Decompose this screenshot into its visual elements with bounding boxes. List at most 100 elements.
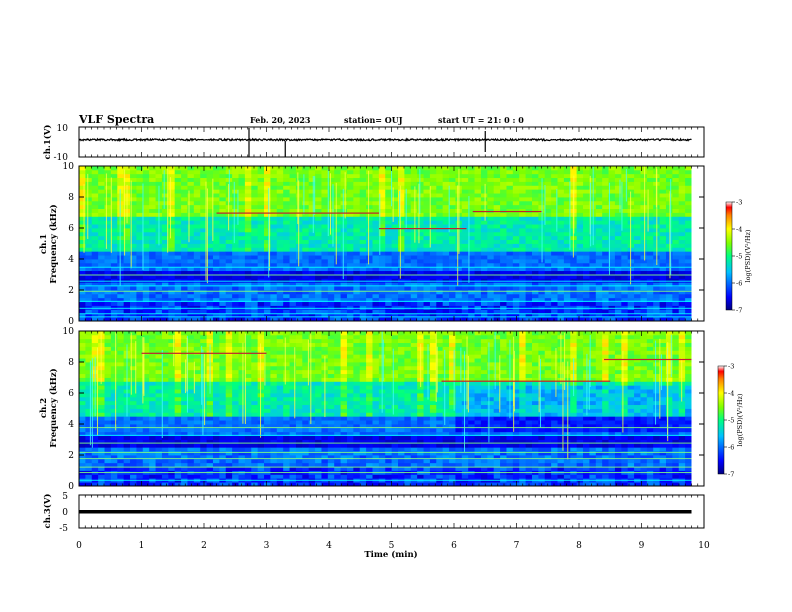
spec-cell — [212, 200, 220, 206]
spec-cell — [289, 286, 297, 291]
spec-cell — [449, 270, 456, 275]
spec-cell — [372, 301, 380, 306]
spec-cell — [161, 228, 169, 233]
spec-cell — [225, 228, 233, 233]
spec-cell — [621, 185, 629, 190]
spec-cell — [136, 270, 144, 275]
spec-cell — [270, 243, 278, 248]
spec-cell — [264, 251, 271, 256]
spec-cell — [168, 412, 176, 417]
spec-cell — [455, 317, 463, 322]
spec-cell — [595, 173, 603, 179]
spec-cell — [85, 350, 93, 355]
spec-cell — [257, 274, 265, 279]
spec-cell — [289, 239, 297, 244]
spec-cell — [232, 451, 239, 456]
spec-cell — [474, 282, 482, 287]
spec-cell — [238, 197, 246, 202]
spec-cell — [315, 286, 322, 291]
spec-cell — [117, 282, 125, 287]
spec-cell — [512, 270, 520, 275]
spec-cell — [608, 274, 616, 279]
spec-cell — [206, 193, 214, 198]
spec-cell — [461, 274, 469, 279]
spec-cell — [161, 278, 169, 283]
spec-cell — [85, 482, 93, 487]
spec-cell — [187, 451, 195, 456]
spec-cell — [640, 228, 648, 233]
spec-cell — [500, 313, 507, 318]
spec-cell — [544, 313, 552, 318]
spec-cell — [334, 278, 341, 283]
spec-cell — [168, 455, 176, 460]
spec-cell — [174, 431, 182, 437]
spec-cell — [85, 435, 93, 440]
spec-cell — [627, 309, 635, 314]
spec-cell — [104, 334, 112, 340]
spec-cell — [219, 293, 227, 299]
spec-cell — [480, 193, 488, 198]
spec-cell — [251, 305, 259, 310]
spec-cell — [206, 286, 214, 291]
spec-cell — [225, 393, 233, 398]
spec-cell — [551, 239, 558, 244]
spec-cell — [327, 177, 335, 182]
spec-cell — [404, 297, 412, 303]
spec-cell — [91, 301, 99, 306]
spec-cell — [142, 239, 150, 244]
spec-cell — [79, 228, 86, 233]
spec-cell — [404, 220, 412, 225]
spec-cell — [340, 251, 348, 256]
spec-cell — [91, 350, 99, 355]
spec-cell — [404, 282, 412, 287]
spec-cell — [512, 266, 520, 272]
spec-cell — [161, 346, 169, 351]
spec-cell — [193, 369, 201, 375]
spec-cell — [359, 309, 367, 314]
spec-cell — [576, 247, 584, 252]
spec-cell — [136, 301, 144, 306]
spec-cell — [232, 462, 239, 468]
spec-cell — [506, 169, 514, 175]
spec-cell — [340, 313, 348, 318]
spec-cell — [595, 290, 603, 295]
spec-cell — [232, 400, 239, 406]
spec-cell — [531, 177, 539, 182]
spec-cell — [136, 317, 144, 322]
spec-cell — [130, 369, 137, 375]
spec-cell — [251, 259, 259, 264]
spec-cell — [200, 173, 207, 179]
spec-cell — [493, 297, 501, 303]
spec-cell — [117, 235, 125, 241]
spec-cell — [634, 290, 641, 295]
spec-cell — [219, 169, 227, 175]
spec-cell — [614, 189, 622, 194]
spec-cell — [149, 358, 156, 363]
spec-cell — [410, 243, 418, 248]
spec-line — [79, 316, 692, 318]
spec-cell — [583, 231, 590, 237]
spec-cell — [117, 358, 125, 363]
spec-cell — [576, 231, 584, 237]
spec-cell — [538, 286, 546, 291]
spec-cell — [212, 216, 220, 221]
spec-cell — [589, 313, 597, 318]
spec-cell — [225, 259, 233, 264]
spec-cell — [174, 290, 182, 295]
spec-cell — [468, 305, 475, 310]
spec-cell — [480, 177, 488, 182]
spec-cell — [295, 255, 303, 260]
spec-cell — [665, 262, 673, 268]
spec-cell — [468, 185, 475, 190]
spec-cell — [232, 220, 239, 225]
spec-cell — [487, 317, 495, 322]
spec-streak — [647, 189, 649, 232]
spec-cell — [174, 189, 182, 194]
spec-cell — [212, 231, 220, 237]
spec-cell — [640, 239, 648, 244]
spec-cell — [117, 247, 125, 252]
spec-cell — [85, 274, 93, 279]
spec-cell — [200, 346, 207, 351]
spec-cell — [576, 228, 584, 233]
spec-cell — [238, 177, 246, 182]
